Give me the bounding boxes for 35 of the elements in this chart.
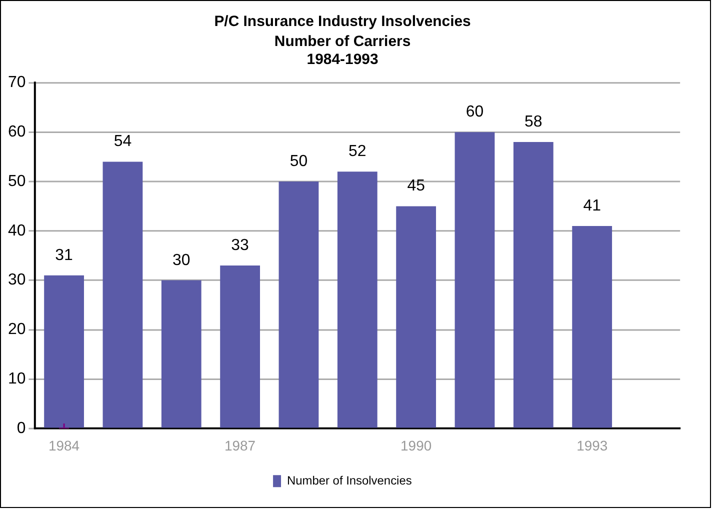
data-label: 60 xyxy=(466,104,484,121)
bar xyxy=(454,132,495,428)
x-tick-label: 1990 xyxy=(400,438,432,454)
bar xyxy=(161,280,202,428)
x-tick-label: 1987 xyxy=(224,438,256,454)
y-tick-label: 60 xyxy=(8,123,26,140)
data-label: 54 xyxy=(114,133,132,150)
bar xyxy=(396,206,436,428)
chart-title: P/C Insurance Industry Insolvencies xyxy=(214,13,471,30)
x-tick-label: 1984 xyxy=(48,438,80,454)
chart-subtitle: Number of Carriers 1984-1993 xyxy=(274,32,411,68)
bar xyxy=(572,226,612,428)
bar xyxy=(44,275,84,428)
y-tick-label: 50 xyxy=(8,172,26,190)
bar xyxy=(337,172,378,428)
y-tick-label: 10 xyxy=(8,370,26,388)
data-label: 45 xyxy=(407,178,426,195)
x-tick-label: 1993 xyxy=(576,438,608,454)
legend-label: Number of Insolvencies xyxy=(287,473,412,488)
y-tick-label: 70 xyxy=(8,74,26,92)
bar xyxy=(102,162,143,428)
data-label: 52 xyxy=(348,143,366,160)
bar xyxy=(278,181,319,428)
data-label: 58 xyxy=(524,113,542,130)
data-label: 50 xyxy=(290,152,308,170)
y-tick-label: 40 xyxy=(8,222,26,240)
data-label: 41 xyxy=(583,197,602,214)
data-label: 33 xyxy=(231,236,250,254)
data-label: 30 xyxy=(172,252,190,269)
data-label: 31 xyxy=(55,246,74,264)
bar xyxy=(513,142,554,428)
y-tick-label: 30 xyxy=(8,272,26,289)
bar xyxy=(220,265,260,428)
y-tick-label: 20 xyxy=(8,321,26,338)
y-tick-label: 0 xyxy=(16,420,26,437)
